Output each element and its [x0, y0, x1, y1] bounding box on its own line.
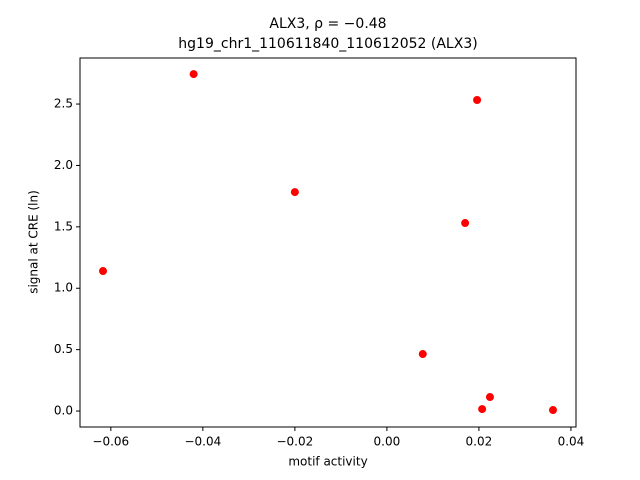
point — [99, 267, 108, 276]
chart-title: ALX3, ρ = −0.48 — [269, 16, 386, 32]
x-tick-label: 0.00 — [374, 435, 401, 449]
point — [189, 70, 198, 79]
chart-subtitle: hg19_chr1_110611840_110612052 (ALX3) — [178, 36, 477, 52]
x-tick-label: −0.04 — [184, 435, 221, 449]
y-tick-label: 2.0 — [54, 158, 73, 172]
y-tick-label: 1.5 — [54, 219, 73, 233]
point — [485, 393, 494, 402]
x-axis-label: motif activity — [288, 455, 367, 469]
point — [290, 188, 299, 197]
plot-frame — [79, 57, 577, 428]
point — [548, 406, 557, 415]
y-tick-label: 0.0 — [54, 404, 73, 418]
x-tick-label: −0.06 — [92, 435, 129, 449]
y-axis-label: signal at CRE (ln) — [27, 190, 41, 294]
point — [418, 350, 427, 359]
x-tick-label: 0.04 — [558, 435, 585, 449]
x-tick-label: −0.02 — [276, 435, 313, 449]
x-tick-label: 0.02 — [466, 435, 493, 449]
y-tick-label: 2.5 — [54, 97, 73, 111]
y-tick-label: 0.5 — [54, 342, 73, 356]
point — [473, 95, 482, 104]
y-tick-label: 1.0 — [54, 281, 73, 295]
point — [461, 219, 470, 228]
point — [478, 405, 487, 414]
